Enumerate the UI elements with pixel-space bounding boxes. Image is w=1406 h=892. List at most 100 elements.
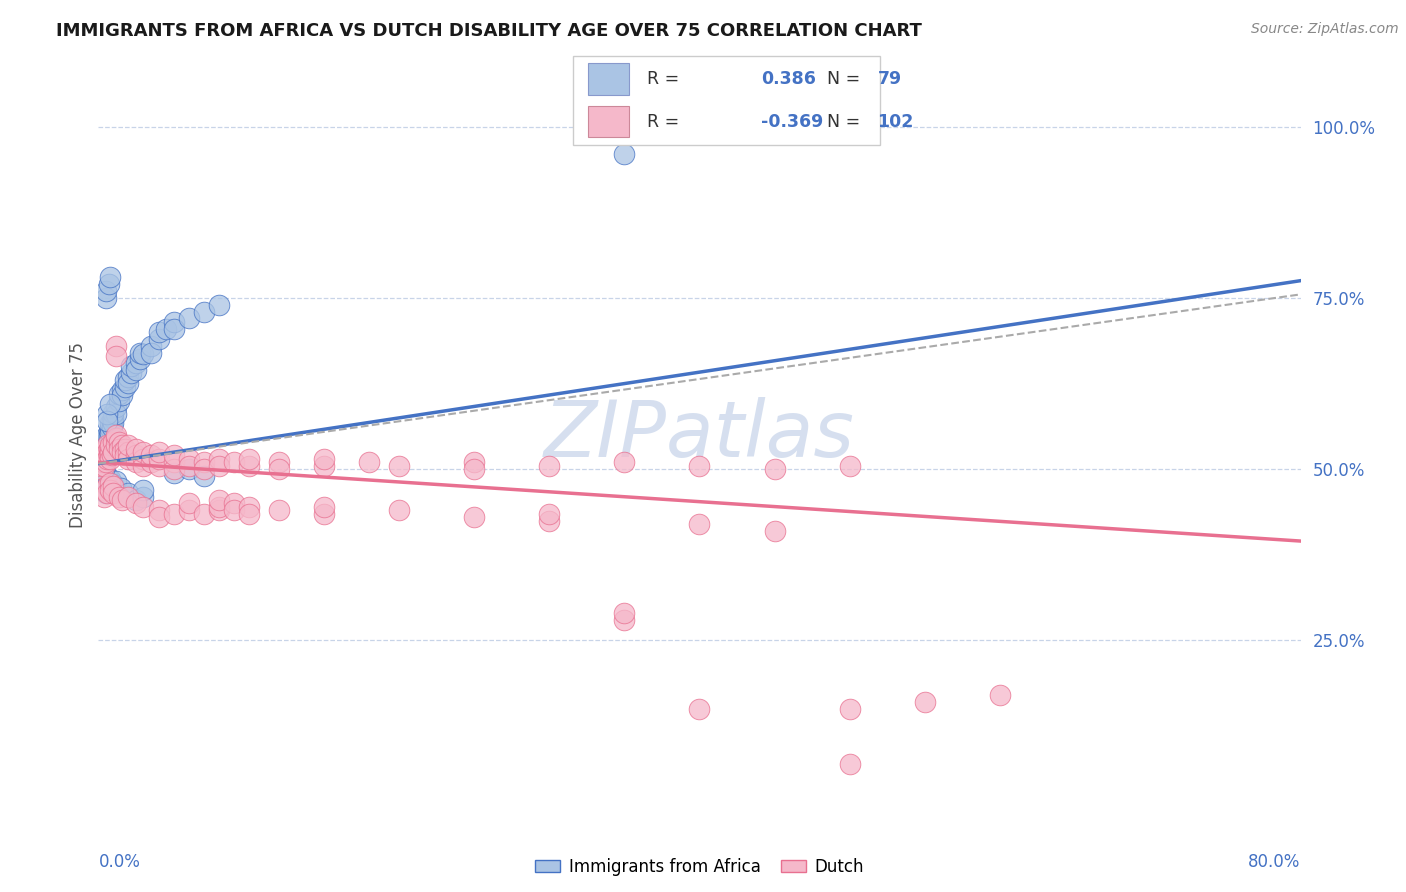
Point [613,606,636,620]
Point [105,407,128,421]
Text: ZIPatlas: ZIPatlas [544,397,855,473]
Point [132,347,155,361]
Point [139,339,162,353]
Point [90,458,112,473]
Point [148,510,170,524]
Point [96,445,118,459]
Point [114,380,136,394]
Point [238,451,260,466]
Point [148,445,170,459]
Point [93,451,115,466]
Point [96,407,118,421]
Point [100,421,122,435]
Point [162,507,184,521]
Point [463,455,485,469]
Point [103,479,125,493]
Point [90,449,112,463]
Point [538,507,561,521]
Point [689,458,711,473]
Point [90,451,112,466]
Point [838,756,860,771]
Text: R =: R = [647,70,679,87]
Point [177,451,200,466]
Y-axis label: Disability Age Over 75: Disability Age Over 75 [69,342,87,528]
Text: N =: N = [827,70,860,87]
FancyBboxPatch shape [574,55,880,145]
Point [93,458,115,473]
Point [689,702,711,716]
Point [312,451,335,466]
Point [125,449,148,463]
Text: 102: 102 [877,112,914,130]
Point [110,481,132,495]
Point [148,325,170,339]
Point [108,393,131,408]
Point [222,455,245,469]
Point [89,455,111,469]
Point [91,445,114,459]
Point [139,449,162,463]
Text: IMMIGRANTS FROM AFRICA VS DUTCH DISABILITY AGE OVER 75 CORRELATION CHART: IMMIGRANTS FROM AFRICA VS DUTCH DISABILI… [56,22,922,40]
Point [538,514,561,528]
Point [97,449,120,463]
Point [105,475,128,489]
Point [94,291,117,305]
Point [132,451,155,466]
Point [114,442,136,456]
Point [538,458,561,473]
Point [96,486,118,500]
Point [103,477,125,491]
Point [117,490,139,504]
Point [238,507,260,521]
Point [914,695,936,709]
Text: N =: N = [827,112,860,130]
Point [162,449,184,463]
Point [96,479,118,493]
Point [89,458,111,473]
Point [100,445,122,459]
Point [100,397,122,411]
Point [238,458,260,473]
Point [125,496,148,510]
Point [125,363,148,377]
Point [91,455,114,469]
Point [94,434,117,449]
Point [132,458,155,473]
Point [312,507,335,521]
Point [91,475,114,490]
Point [94,455,117,469]
Point [117,445,139,459]
Point [222,503,245,517]
Point [100,472,122,486]
Point [103,445,125,459]
Point [96,451,118,466]
Point [148,451,170,466]
Point [357,455,380,469]
Point [94,284,117,298]
Point [988,688,1011,702]
Point [97,442,120,456]
Point [94,486,117,500]
Point [117,438,139,452]
Point [312,458,335,473]
Point [155,321,177,335]
Point [93,445,115,459]
Point [125,356,148,370]
Point [97,425,120,439]
Point [148,332,170,346]
Point [689,516,711,531]
Point [105,349,128,363]
Point [94,442,117,457]
Point [132,483,155,497]
Point [238,500,260,514]
Point [121,359,143,374]
Point [96,436,118,450]
Point [108,490,131,504]
Point [100,483,122,497]
Point [114,373,136,387]
Point [111,445,134,459]
Point [613,455,636,469]
Point [267,503,290,517]
Point [105,401,128,415]
Point [103,406,125,420]
